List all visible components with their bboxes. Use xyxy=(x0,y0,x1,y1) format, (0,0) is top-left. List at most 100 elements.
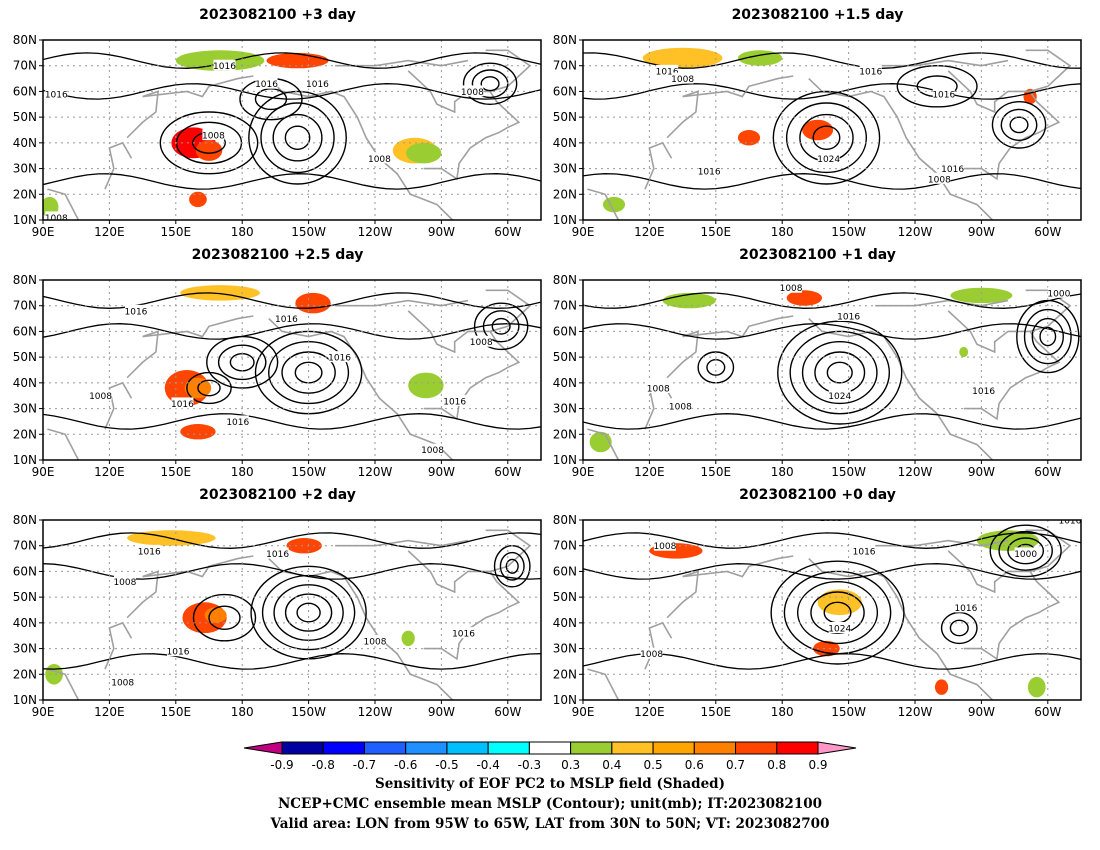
isobar xyxy=(473,302,529,351)
isobar xyxy=(1000,108,1038,141)
sensitivity-shade xyxy=(802,119,834,141)
contour-label-bg xyxy=(1047,286,1070,298)
coastline xyxy=(268,77,454,220)
lon-tick-label: 90W xyxy=(968,225,995,239)
colorbar-box xyxy=(487,741,530,755)
lon-tick-label: 60W xyxy=(1034,225,1061,239)
isobar xyxy=(777,320,903,425)
panel-title: 2023082100 +1.5 day xyxy=(731,7,904,23)
contour-label: 1016 xyxy=(443,397,466,407)
panel-6: 2023082100 +0 day 1008 1008 1016 1016 1000 10… xyxy=(545,485,1090,725)
contour-label: 1008 xyxy=(461,88,484,98)
contour-label-bg xyxy=(443,394,466,406)
lon-tick-label: 150W xyxy=(291,705,326,719)
lat-tick-label: 40N xyxy=(13,136,37,150)
isobar xyxy=(1031,317,1064,356)
isobar xyxy=(940,611,978,645)
contour-label-bg xyxy=(89,389,112,401)
lon-tick-label: 150W xyxy=(831,705,866,719)
contour-label-bg xyxy=(470,335,493,347)
contour-label-bg xyxy=(202,129,225,141)
contour-label: 1016 xyxy=(213,62,236,72)
panel-title: 2023082100 +2 day xyxy=(199,487,356,503)
lat-tick-label: 20N xyxy=(553,667,577,681)
contour-label: 1008 xyxy=(202,132,225,142)
lon-tick-label: 150E xyxy=(161,225,192,239)
lat-tick-label: 50N xyxy=(553,110,577,124)
lon-tick-label: 90W xyxy=(428,465,455,479)
isobar xyxy=(499,551,525,581)
coastline xyxy=(947,550,1061,661)
contour-label-bg xyxy=(171,397,194,409)
contour-label: 1008 xyxy=(780,284,803,294)
contour-label-bg xyxy=(1058,520,1081,525)
isobar xyxy=(43,413,541,430)
isobar xyxy=(991,101,1047,149)
panel-title: 2023082100 +3 day xyxy=(199,7,356,23)
colorbar-box xyxy=(611,741,654,755)
colorbar-level: 0.7 xyxy=(726,758,745,772)
isobar xyxy=(43,653,541,670)
colorbar-level: -0.7 xyxy=(353,758,376,772)
colorbar-level: -0.6 xyxy=(394,758,417,772)
isobar xyxy=(43,52,541,69)
lat-tick-label: 70N xyxy=(553,59,577,73)
contour-label-bg xyxy=(226,415,249,427)
lat-tick-label: 70N xyxy=(13,299,37,313)
contour-label-bg xyxy=(167,645,190,657)
lon-tick-label: 90W xyxy=(428,705,455,719)
lat-tick-label: 40N xyxy=(553,136,577,150)
colorbar-level: -0.8 xyxy=(312,758,335,772)
caption-shaded: Sensitivity of EOF PC2 to MSLP field (Sh… xyxy=(374,776,726,792)
contour-label-bg xyxy=(780,281,803,293)
coastline xyxy=(407,310,521,421)
lon-tick-label: 90E xyxy=(32,465,55,479)
lat-tick-label: 60N xyxy=(13,84,37,98)
isobar xyxy=(197,379,221,397)
lat-tick-label: 70N xyxy=(553,539,577,553)
isobar xyxy=(1007,537,1045,565)
contour-label: 1016 xyxy=(275,315,298,325)
map-frame xyxy=(42,519,542,701)
lat-tick-label: 20N xyxy=(553,187,577,201)
isobar xyxy=(801,341,878,405)
sensitivity-shade xyxy=(934,679,949,695)
sensitivity-shade xyxy=(204,607,227,623)
lon-tick-label: 150E xyxy=(161,465,192,479)
contour-label-bg xyxy=(819,520,842,523)
sensitivity-shade xyxy=(405,142,442,164)
colorbar-level: -0.4 xyxy=(476,758,499,772)
lat-tick-label: 80N xyxy=(553,513,577,527)
colorbar-box xyxy=(735,741,778,755)
coastline xyxy=(485,49,532,93)
isobar xyxy=(998,530,1053,571)
contour-label-bg xyxy=(928,172,951,184)
coastline xyxy=(47,668,80,700)
colorbar-box xyxy=(363,741,407,755)
lon-tick-label: 90E xyxy=(572,225,595,239)
lat-tick-label: 60N xyxy=(553,564,577,578)
isobar xyxy=(772,90,881,185)
lon-tick-label: 60W xyxy=(494,705,521,719)
lon-tick-label: 180 xyxy=(771,225,794,239)
lon-tick-label: 60W xyxy=(494,225,521,239)
isobar xyxy=(208,605,241,630)
lon-tick-label: 120E xyxy=(634,225,665,239)
map-plot: 1008 1016 1000 1024 1008 1008 1016 90E 120E 150E 1… xyxy=(553,273,1082,479)
map-frame xyxy=(582,279,1082,461)
isobar xyxy=(284,125,311,150)
contour-label: 1008 xyxy=(111,679,134,689)
coastline xyxy=(268,317,454,460)
lat-tick-label: 20N xyxy=(553,427,577,441)
lon-tick-label: 180 xyxy=(231,465,254,479)
lat-tick-label: 40N xyxy=(553,376,577,390)
lat-tick-label: 10N xyxy=(553,693,577,707)
lat-tick-label: 30N xyxy=(13,642,37,656)
colorbar-box xyxy=(281,741,324,755)
colorbar-end-high xyxy=(817,741,857,755)
contour-label-bg xyxy=(972,384,995,396)
coastline xyxy=(587,668,620,700)
contour-label: 1024 xyxy=(828,392,851,402)
lat-tick-label: 70N xyxy=(13,539,37,553)
